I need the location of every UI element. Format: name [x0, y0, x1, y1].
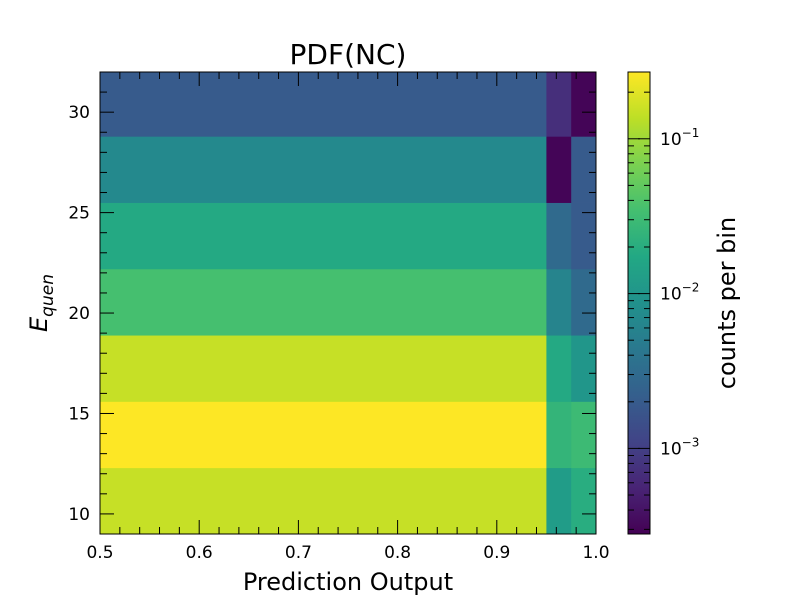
plot-frame: [99, 71, 597, 535]
colorbar-label: counts per bin: [713, 217, 741, 389]
colorbar-tick-label: 10−2: [660, 281, 699, 305]
colorbar-tick-label: 10−1: [660, 126, 699, 150]
x-tick-label: 0.6: [186, 543, 213, 563]
y-tick-label: 25: [68, 204, 90, 224]
x-tick-label: 0.8: [384, 543, 411, 563]
heatmap-cells: [100, 72, 597, 535]
colorbar: [627, 71, 651, 535]
x-tick-label: 0.9: [483, 543, 510, 563]
heatmap-cell: [546, 136, 572, 203]
heatmap-cell: [100, 72, 547, 137]
colorbar-tick-label: 10−3: [660, 435, 699, 459]
heatmap-cell: [546, 335, 572, 402]
heatmap-cell: [571, 202, 597, 270]
x-tick-label: 1.0: [582, 543, 609, 563]
x-axis-label: Prediction Output: [243, 568, 453, 596]
heatmap-cell: [100, 202, 547, 270]
y-tick-label: 30: [68, 103, 90, 123]
heatmap-cell: [571, 401, 597, 469]
heatmap-cell: [571, 72, 597, 137]
heatmap-cell: [100, 335, 547, 402]
heatmap-cell: [100, 268, 547, 336]
heatmap-cell: [546, 467, 572, 535]
heatmap-cell: [100, 467, 547, 535]
x-axis-ticks: 0.5 0.6 0.7 0.8 0.9 1.0: [86, 72, 610, 563]
heatmap-cell: [546, 72, 572, 137]
heatmap-cell: [100, 401, 547, 469]
y-axis-label: Equen: [25, 274, 58, 332]
chart-title: PDF(NC): [290, 38, 407, 71]
colorbar-ticks: 10−1 10−2 10−3: [628, 91, 699, 530]
heatmap-cell: [571, 467, 597, 535]
y-tick-label: 10: [68, 505, 90, 525]
heatmap-cell: [100, 136, 547, 203]
y-axis-ticks: 10 15 20 25 30: [68, 71, 596, 535]
heatmap-cell: [571, 335, 597, 402]
heatmap-cell: [546, 401, 572, 469]
y-tick-label: 20: [68, 304, 90, 324]
heatmap-cell: [546, 268, 572, 336]
x-tick-label: 0.5: [86, 543, 113, 563]
heatmap-cell: [571, 268, 597, 336]
x-tick-label: 0.7: [285, 543, 312, 563]
heatmap-cell: [571, 136, 597, 203]
heatmap-cell: [546, 202, 572, 270]
y-tick-label: 15: [68, 404, 90, 424]
